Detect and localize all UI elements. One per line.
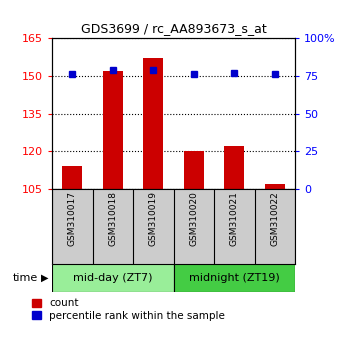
Text: ▶: ▶ — [41, 273, 49, 283]
Text: GSM310021: GSM310021 — [230, 191, 239, 246]
Title: GDS3699 / rc_AA893673_s_at: GDS3699 / rc_AA893673_s_at — [81, 22, 266, 35]
Text: midnight (ZT19): midnight (ZT19) — [189, 273, 279, 283]
Text: GSM310018: GSM310018 — [108, 191, 117, 246]
Text: time: time — [13, 273, 38, 283]
Bar — [143, 58, 164, 189]
Bar — [62, 166, 82, 189]
Bar — [184, 151, 204, 189]
Text: GSM310019: GSM310019 — [149, 191, 158, 246]
Bar — [224, 146, 244, 189]
Text: mid-day (ZT7): mid-day (ZT7) — [73, 273, 153, 283]
Text: GSM310017: GSM310017 — [68, 191, 77, 246]
Bar — [103, 71, 123, 189]
Legend: count, percentile rank within the sample: count, percentile rank within the sample — [32, 298, 225, 321]
Bar — [173, 264, 295, 292]
Text: GSM310022: GSM310022 — [270, 191, 279, 246]
Bar — [52, 264, 173, 292]
Text: GSM310020: GSM310020 — [189, 191, 198, 246]
Bar — [265, 184, 285, 189]
